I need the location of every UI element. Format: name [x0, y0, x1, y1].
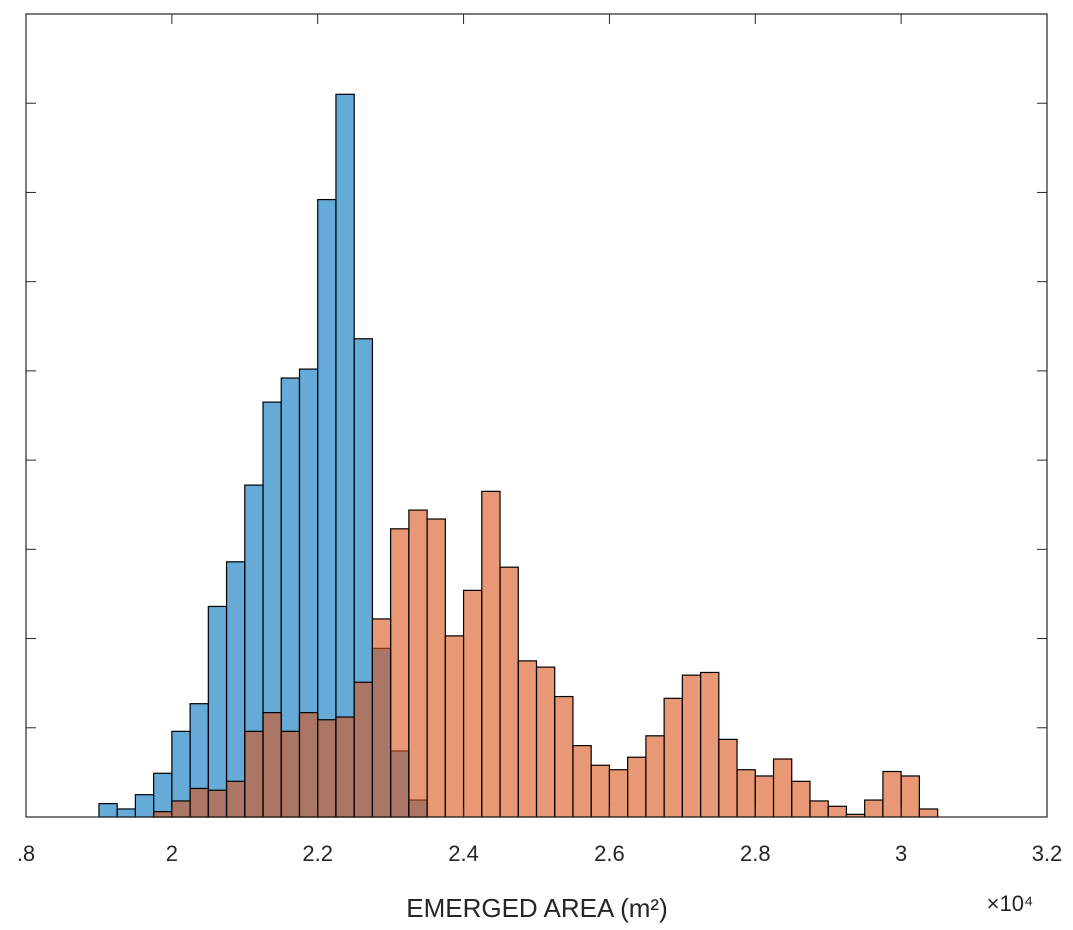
x-tick-label: 3	[895, 841, 907, 866]
histogram-bar	[590, 764, 611, 818]
histogram-bar	[608, 769, 629, 818]
histogram-bar	[882, 770, 902, 818]
histogram-bar	[317, 719, 337, 818]
histogram-bar	[98, 803, 118, 818]
histogram-bar	[153, 811, 173, 818]
histogram-bar	[371, 618, 392, 818]
histogram-bar	[718, 738, 738, 818]
histogram-bar	[207, 605, 228, 818]
histogram-bar	[572, 745, 592, 818]
histogram-bar	[116, 808, 136, 818]
histogram-bar	[900, 775, 920, 818]
x-tick-label: 2	[166, 841, 178, 866]
histogram-bar	[627, 756, 647, 818]
histogram-bar	[864, 799, 884, 818]
x-tick-label: 2.2	[302, 841, 333, 866]
x-axis-label: EMERGED AREA (m²)	[406, 893, 667, 923]
histogram-bar	[171, 800, 191, 818]
histogram-bar	[153, 772, 173, 818]
histogram-bar	[335, 716, 355, 818]
histogram-bar	[353, 681, 374, 818]
histogram-bar	[499, 566, 519, 818]
x-tick-label: .8	[17, 841, 35, 866]
histogram-bar	[189, 787, 209, 818]
histogram-bar	[225, 561, 246, 818]
plot-frame	[25, 13, 1048, 818]
histogram-bar	[809, 800, 829, 818]
histogram-bar	[134, 794, 155, 818]
histogram-bar	[298, 712, 319, 818]
x-exponent: ×10⁴	[987, 891, 1034, 916]
x-tick-label: 2.8	[740, 841, 771, 866]
histogram-bar	[681, 674, 702, 818]
histogram-bar	[772, 758, 793, 818]
histogram-bar	[390, 528, 410, 818]
x-tick-label: 2.6	[594, 841, 625, 866]
histogram-bar	[426, 518, 446, 818]
histogram-bar	[462, 589, 483, 818]
histogram-bar	[335, 93, 355, 818]
histogram-bar	[554, 695, 574, 818]
histogram-bar	[736, 769, 756, 818]
histogram-bar	[280, 730, 301, 818]
histogram-bar	[444, 635, 465, 818]
histogram-bar	[827, 805, 848, 818]
histogram-bar	[225, 780, 246, 818]
histogram-bar	[207, 789, 228, 818]
x-tick-label: 2.4	[448, 841, 479, 866]
histogram-bar	[262, 712, 282, 818]
histogram-bar	[244, 730, 264, 818]
histogram-bar	[408, 509, 428, 818]
histogram-bar	[481, 490, 501, 818]
histogram-bar	[663, 697, 683, 818]
histogram-bar	[645, 735, 665, 818]
x-tick-label: 3.2	[1032, 841, 1063, 866]
histogram-bar	[754, 775, 775, 818]
histogram-bar	[918, 808, 939, 818]
histogram-bar	[517, 660, 538, 818]
histogram-bar	[791, 780, 811, 818]
histogram-bar	[699, 671, 720, 818]
histogram-bar	[535, 666, 556, 818]
